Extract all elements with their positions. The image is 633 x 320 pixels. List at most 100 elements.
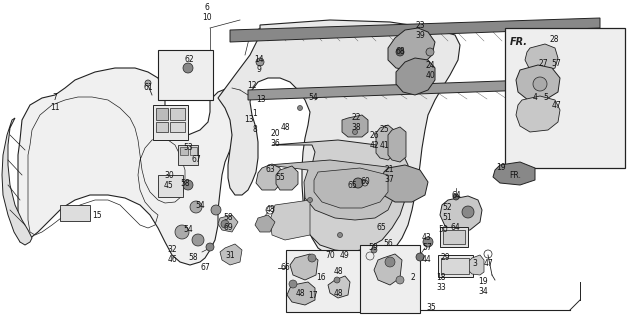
Polygon shape (230, 18, 600, 42)
Text: 28: 28 (549, 36, 559, 44)
Circle shape (183, 63, 193, 73)
Circle shape (426, 48, 434, 56)
Polygon shape (525, 44, 558, 72)
Circle shape (371, 247, 377, 253)
Text: 32: 32 (167, 245, 177, 254)
Text: 15: 15 (92, 211, 102, 220)
Polygon shape (276, 166, 298, 190)
Text: 53: 53 (183, 143, 193, 153)
Bar (156, 122, 168, 132)
Polygon shape (270, 200, 310, 240)
Polygon shape (396, 58, 435, 95)
Polygon shape (218, 20, 460, 262)
Text: 64: 64 (451, 190, 461, 199)
Text: 47: 47 (483, 259, 493, 268)
Bar (286, 250, 361, 312)
Polygon shape (290, 254, 318, 280)
Text: 9: 9 (256, 66, 261, 75)
Text: 54: 54 (183, 226, 193, 235)
Text: 21: 21 (384, 165, 394, 174)
Circle shape (353, 130, 358, 134)
Text: 1: 1 (253, 108, 258, 117)
Text: 56: 56 (383, 238, 393, 247)
Text: 43: 43 (422, 234, 432, 243)
Circle shape (256, 58, 264, 66)
Bar (441, 258, 469, 274)
Circle shape (175, 225, 189, 239)
Text: 48: 48 (280, 124, 290, 132)
Text: 39: 39 (415, 30, 425, 39)
Bar (158, 175, 183, 197)
Circle shape (334, 277, 340, 283)
Circle shape (396, 276, 404, 284)
Text: 34: 34 (478, 287, 488, 297)
Text: 62: 62 (184, 55, 194, 65)
Text: 48: 48 (333, 268, 343, 276)
Text: 5: 5 (544, 93, 548, 102)
Text: 44: 44 (422, 255, 432, 265)
Text: 69: 69 (223, 223, 233, 233)
Polygon shape (2, 118, 32, 245)
Text: 65: 65 (376, 223, 386, 233)
Text: 11: 11 (50, 102, 60, 111)
Polygon shape (380, 165, 428, 202)
Circle shape (353, 178, 363, 188)
Polygon shape (342, 115, 368, 137)
Text: 30: 30 (164, 171, 174, 180)
Text: 35: 35 (426, 303, 436, 313)
Text: 50: 50 (438, 226, 448, 235)
Polygon shape (248, 80, 530, 100)
Text: 70: 70 (325, 251, 335, 260)
Bar (60, 205, 90, 221)
Text: 59: 59 (368, 244, 378, 252)
Polygon shape (388, 28, 435, 70)
Text: 40: 40 (425, 70, 435, 79)
Polygon shape (516, 65, 560, 100)
Polygon shape (255, 215, 275, 232)
Text: 58: 58 (188, 253, 197, 262)
Bar (360, 245, 420, 313)
Circle shape (416, 253, 424, 261)
Polygon shape (468, 255, 484, 275)
Polygon shape (374, 254, 402, 285)
Circle shape (183, 180, 193, 190)
Circle shape (145, 80, 151, 86)
Circle shape (423, 237, 433, 247)
Bar (170, 122, 185, 132)
Circle shape (190, 201, 202, 213)
Bar (178, 145, 198, 165)
Text: 48: 48 (265, 205, 275, 214)
Text: 19: 19 (496, 164, 506, 172)
Text: 36: 36 (270, 139, 280, 148)
Text: 54: 54 (308, 93, 318, 102)
Polygon shape (376, 125, 394, 160)
Text: 16: 16 (316, 274, 326, 283)
Text: 65: 65 (347, 180, 357, 189)
Polygon shape (516, 96, 560, 132)
Text: 17: 17 (308, 291, 318, 300)
Bar (156, 108, 168, 120)
Text: 13: 13 (256, 95, 266, 105)
Text: 68: 68 (395, 47, 405, 57)
Text: 12: 12 (248, 81, 257, 90)
Text: 67: 67 (200, 263, 210, 273)
Circle shape (298, 106, 303, 110)
Text: 46: 46 (167, 255, 177, 265)
Polygon shape (268, 160, 395, 220)
Text: FR.: FR. (510, 37, 528, 47)
Text: 48: 48 (333, 289, 343, 298)
Bar (158, 50, 213, 100)
Text: 52: 52 (442, 203, 452, 212)
Text: 58: 58 (223, 213, 233, 222)
Text: 49: 49 (340, 251, 350, 260)
Text: 64: 64 (450, 223, 460, 233)
Text: 31: 31 (225, 251, 235, 260)
Text: 41: 41 (379, 140, 389, 149)
Circle shape (308, 254, 316, 262)
Text: 8: 8 (253, 125, 258, 134)
Text: 54: 54 (195, 201, 205, 210)
Text: 13: 13 (244, 116, 254, 124)
Polygon shape (18, 68, 248, 265)
Circle shape (206, 243, 214, 251)
Circle shape (453, 194, 459, 200)
